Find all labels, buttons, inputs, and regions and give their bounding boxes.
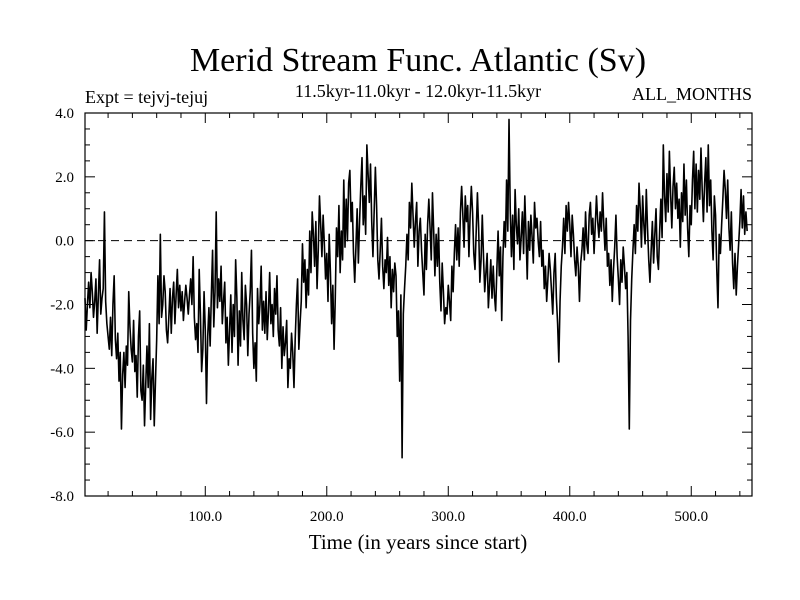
y-tick-label: -6.0 bbox=[50, 425, 74, 441]
x-axis-label: Time (in years since start) bbox=[309, 530, 528, 554]
subtitle: 11.5kyr-11.0kyr - 12.0kyr-11.5kyr bbox=[295, 81, 541, 101]
y-tick-label: -8.0 bbox=[50, 489, 74, 505]
x-tick-labels: 100.0 200.0 300.0 400.0 500.0 bbox=[188, 509, 708, 525]
y-tick-label: 4.0 bbox=[55, 106, 74, 122]
x-tick-label: 200.0 bbox=[310, 509, 344, 525]
series-line bbox=[84, 118, 748, 459]
y-tick-label: -2.0 bbox=[50, 298, 74, 314]
plot-frame bbox=[84, 112, 753, 497]
chart-title: Merid Stream Func. Atlantic (Sv) bbox=[190, 42, 646, 79]
x-tick-label: 400.0 bbox=[553, 509, 587, 525]
x-tick-label: 300.0 bbox=[431, 509, 465, 525]
y-tick-labels: 4.0 2.0 0.0 -2.0 -4.0 -6.0 -8.0 bbox=[50, 106, 74, 505]
period-label: ALL_MONTHS bbox=[632, 84, 752, 104]
y-tick-label: -4.0 bbox=[50, 361, 74, 377]
experiment-label: Expt = tejvj-tejuj bbox=[85, 87, 208, 107]
x-tick-label: 100.0 bbox=[188, 509, 222, 525]
y-tick-label: 0.0 bbox=[55, 234, 74, 250]
x-tick-label: 500.0 bbox=[674, 509, 708, 525]
y-tick-label: 2.0 bbox=[55, 170, 74, 186]
